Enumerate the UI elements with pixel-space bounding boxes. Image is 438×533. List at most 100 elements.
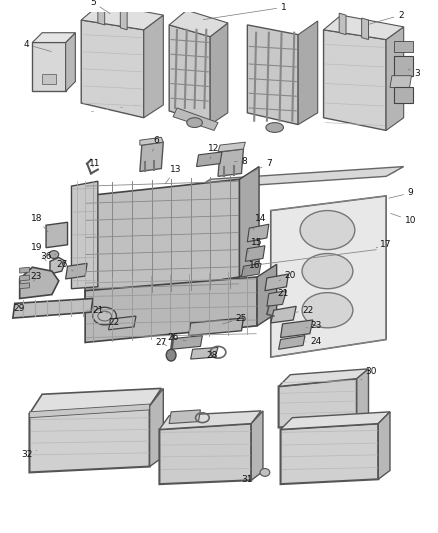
Polygon shape <box>20 283 29 289</box>
Text: 19: 19 <box>31 243 46 261</box>
Polygon shape <box>197 152 222 167</box>
Text: 20: 20 <box>279 271 296 281</box>
Polygon shape <box>210 23 228 125</box>
Text: 14: 14 <box>253 214 267 230</box>
Polygon shape <box>247 224 269 242</box>
Polygon shape <box>13 298 93 318</box>
Polygon shape <box>173 108 218 131</box>
Polygon shape <box>265 274 288 290</box>
Text: 31: 31 <box>242 475 253 484</box>
Polygon shape <box>357 369 368 422</box>
Text: 5: 5 <box>90 0 110 14</box>
Ellipse shape <box>302 293 353 328</box>
Text: 22: 22 <box>296 306 314 314</box>
Text: 17: 17 <box>376 240 392 249</box>
Polygon shape <box>394 56 413 76</box>
Polygon shape <box>195 167 404 189</box>
Polygon shape <box>20 275 29 281</box>
Text: 11: 11 <box>89 159 101 168</box>
Text: 23: 23 <box>306 321 321 330</box>
Polygon shape <box>390 76 411 87</box>
Text: 23: 23 <box>31 272 42 281</box>
Text: 30: 30 <box>361 367 377 380</box>
Text: 1: 1 <box>203 3 286 20</box>
Polygon shape <box>169 10 228 37</box>
Polygon shape <box>169 25 210 125</box>
Text: 16: 16 <box>244 261 261 270</box>
Ellipse shape <box>187 118 202 127</box>
Polygon shape <box>50 257 66 274</box>
Text: 8: 8 <box>234 157 247 166</box>
Text: 18: 18 <box>31 214 48 232</box>
Polygon shape <box>281 412 390 430</box>
Polygon shape <box>218 142 245 152</box>
Text: 7: 7 <box>252 159 272 172</box>
Text: 9: 9 <box>389 189 413 198</box>
Ellipse shape <box>260 469 270 477</box>
Polygon shape <box>140 142 163 172</box>
Ellipse shape <box>166 349 176 361</box>
Polygon shape <box>191 348 218 359</box>
Text: 36: 36 <box>40 252 56 261</box>
Polygon shape <box>279 378 357 427</box>
Polygon shape <box>81 3 163 30</box>
Polygon shape <box>298 21 318 125</box>
Text: 28: 28 <box>206 351 218 360</box>
Polygon shape <box>85 179 240 301</box>
Polygon shape <box>150 389 163 466</box>
Text: 24: 24 <box>306 337 321 346</box>
Text: 6: 6 <box>152 136 159 151</box>
Ellipse shape <box>49 251 59 259</box>
Polygon shape <box>29 389 161 414</box>
Ellipse shape <box>266 123 283 132</box>
Text: 21: 21 <box>278 289 289 298</box>
Polygon shape <box>20 267 29 273</box>
Polygon shape <box>66 33 75 91</box>
Text: 2: 2 <box>369 11 403 24</box>
Polygon shape <box>98 3 105 25</box>
Polygon shape <box>85 277 257 343</box>
Polygon shape <box>140 138 163 145</box>
Polygon shape <box>271 306 296 323</box>
Text: 10: 10 <box>391 213 416 225</box>
Ellipse shape <box>302 254 353 289</box>
Text: 25: 25 <box>223 313 247 324</box>
Polygon shape <box>281 320 313 337</box>
Text: 21: 21 <box>92 306 108 314</box>
Polygon shape <box>120 9 127 30</box>
Polygon shape <box>171 336 202 349</box>
Text: 13: 13 <box>165 165 182 184</box>
Text: 22: 22 <box>109 318 120 327</box>
Text: 3: 3 <box>408 69 420 78</box>
Text: 26: 26 <box>167 333 186 342</box>
Polygon shape <box>29 404 150 418</box>
Polygon shape <box>324 30 386 131</box>
Text: 4: 4 <box>24 40 51 52</box>
Text: 32: 32 <box>21 450 37 459</box>
Polygon shape <box>109 316 136 330</box>
Polygon shape <box>42 74 56 84</box>
Polygon shape <box>394 41 413 52</box>
Polygon shape <box>267 290 286 306</box>
Polygon shape <box>281 424 378 484</box>
Ellipse shape <box>93 308 117 325</box>
Polygon shape <box>245 246 265 261</box>
Text: 15: 15 <box>247 238 263 253</box>
Polygon shape <box>32 33 75 43</box>
Polygon shape <box>378 412 390 479</box>
Polygon shape <box>144 15 163 118</box>
Polygon shape <box>339 13 346 35</box>
Polygon shape <box>20 267 59 298</box>
Polygon shape <box>247 25 298 125</box>
Polygon shape <box>66 263 87 279</box>
Text: 12: 12 <box>208 143 220 159</box>
Polygon shape <box>159 424 251 484</box>
Polygon shape <box>241 263 261 277</box>
Polygon shape <box>218 149 244 176</box>
Polygon shape <box>386 27 404 131</box>
Polygon shape <box>240 167 259 277</box>
Polygon shape <box>159 411 261 430</box>
Polygon shape <box>257 264 277 326</box>
Polygon shape <box>271 196 386 357</box>
Polygon shape <box>394 87 413 103</box>
